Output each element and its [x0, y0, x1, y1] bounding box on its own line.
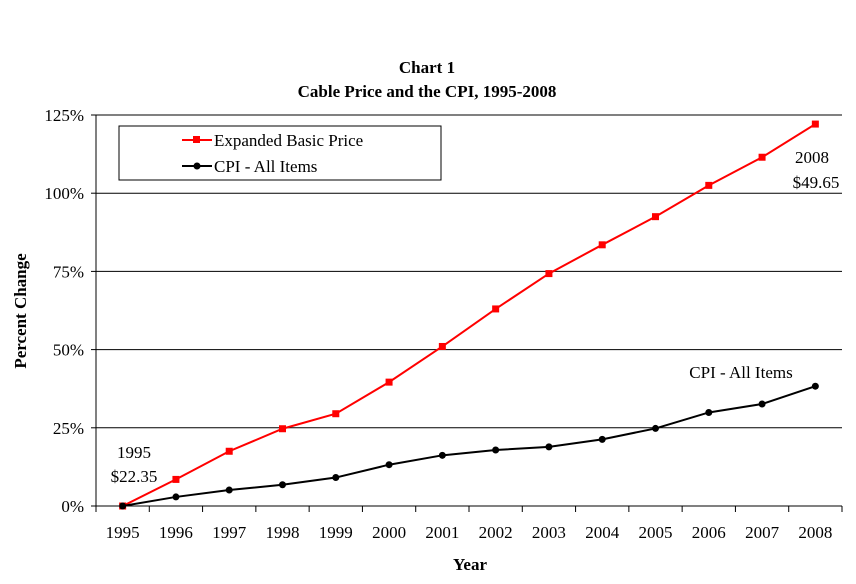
data-point: [705, 181, 713, 189]
x-tick-label: 1995: [106, 523, 140, 542]
data-point: [225, 486, 233, 494]
data-point: [758, 153, 766, 161]
x-axis-title: Year: [453, 555, 487, 574]
y-axis-title: Percent Change: [11, 253, 30, 369]
legend-label-expanded: Expanded Basic Price: [214, 131, 363, 150]
x-tick-label: 2005: [639, 523, 673, 542]
annotation-cpi-label: CPI - All Items: [689, 363, 792, 382]
x-axis: 1995 1996 1997 1998 1999 2000 2001 2002 2003 2004…: [95, 506, 843, 542]
legend: Expanded Basic Price CPI - All Items: [118, 125, 442, 181]
data-point: [811, 382, 819, 390]
gridlines: [96, 114, 842, 429]
data-point: [172, 493, 180, 501]
x-tick-label: 2001: [425, 523, 459, 542]
data-point: [705, 408, 713, 416]
data-point: [172, 475, 180, 483]
x-tick-label: 1997: [212, 523, 247, 542]
series-line: [122, 123, 816, 507]
data-point: [385, 378, 393, 386]
data-point: [332, 410, 340, 418]
series-line: [122, 385, 816, 507]
y-tick-label: 100%: [44, 184, 84, 203]
y-tick-label: 0%: [61, 497, 84, 516]
data-point: [492, 305, 500, 313]
data-point: [332, 474, 340, 482]
data-point: [438, 451, 446, 459]
data-point: [652, 213, 659, 221]
x-tick-label: 1996: [159, 523, 193, 542]
data-point: [225, 447, 233, 455]
annotation-start-price: $22.35: [111, 467, 158, 486]
data-point: [492, 446, 500, 454]
chart-subtitle: Cable Price and the CPI, 1995-2008: [298, 82, 557, 101]
y-tick-label: 50%: [53, 341, 84, 360]
x-tick-label: 2006: [692, 523, 726, 542]
data-point: [279, 425, 286, 433]
data-point: [545, 443, 553, 451]
x-tick-label: 2007: [745, 523, 780, 542]
legend-label-cpi: CPI - All Items: [214, 157, 317, 176]
legend-box: [118, 125, 442, 181]
y-tick-label: 25%: [53, 419, 84, 438]
series-group: [119, 120, 819, 510]
x-tick-label: 1999: [319, 523, 353, 542]
chart-title: Chart 1: [399, 58, 455, 77]
data-point: [438, 342, 446, 350]
annotation-start-year: 1995: [117, 443, 151, 462]
legend-swatch-marker-expanded: [193, 136, 200, 143]
annotation-end-price: $49.65: [793, 173, 840, 192]
data-point: [652, 424, 659, 432]
x-tick-label: 2008: [798, 523, 832, 542]
x-tick-label: 1998: [266, 523, 300, 542]
data-point: [545, 270, 553, 278]
y-tick-label: 75%: [53, 262, 84, 281]
x-tick-label: 2000: [372, 523, 406, 542]
x-tick-label: 2003: [532, 523, 566, 542]
legend-swatch-marker-cpi: [193, 162, 201, 170]
y-tick-label: 125%: [44, 106, 84, 125]
y-axis: 0% 25% 50% 75% 100% 125%: [44, 106, 96, 516]
x-tick-label: 2002: [479, 523, 513, 542]
data-point: [119, 502, 127, 510]
data-point: [598, 435, 606, 443]
annotation-end-year: 2008: [795, 148, 829, 167]
data-point: [811, 120, 819, 128]
x-tick-label: 2004: [585, 523, 620, 542]
data-point: [758, 400, 766, 408]
data-point: [279, 481, 286, 489]
data-point: [598, 241, 606, 249]
data-point: [385, 461, 393, 469]
